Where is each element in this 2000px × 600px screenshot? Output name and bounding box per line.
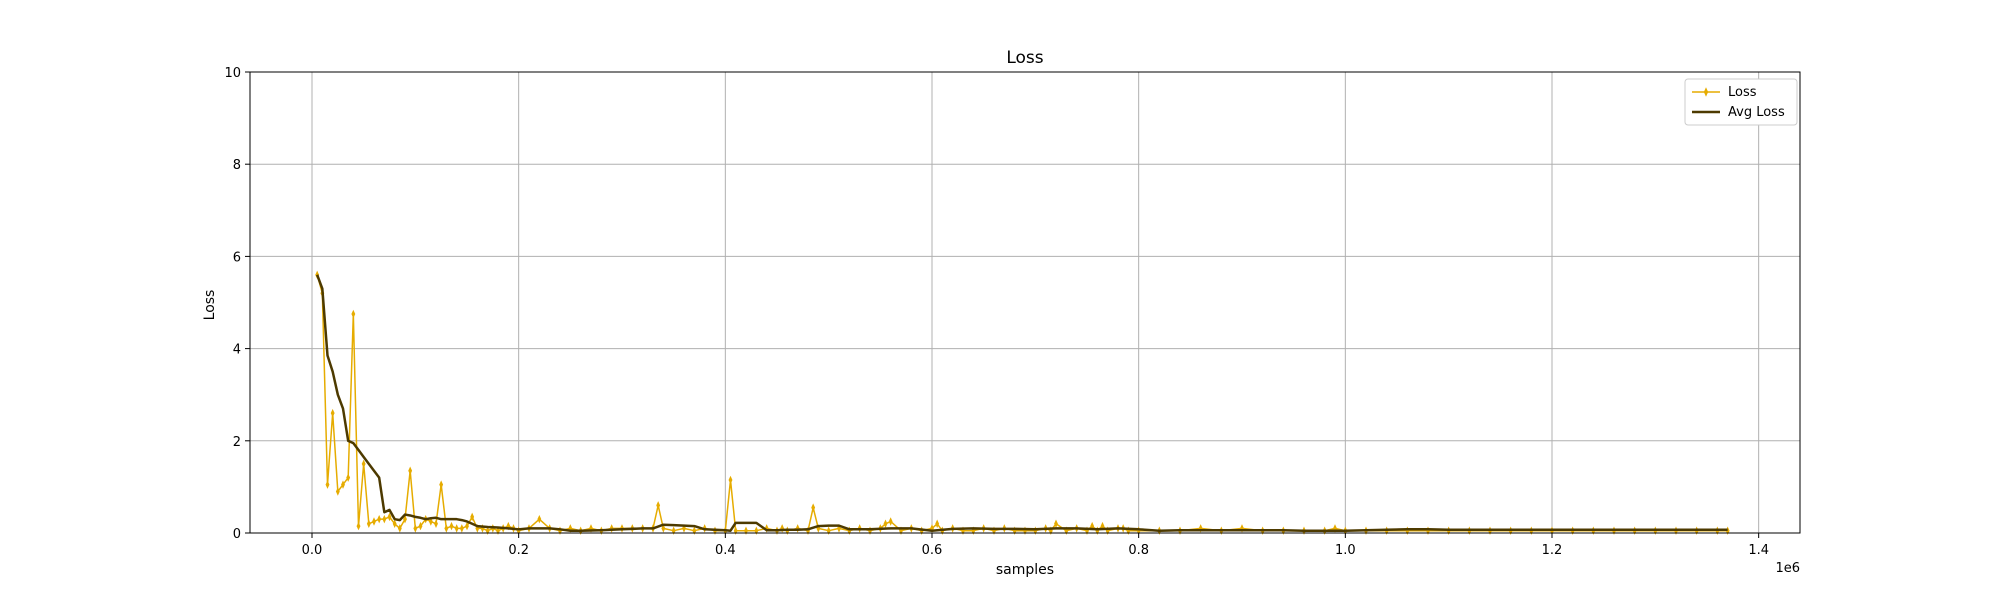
loss-point xyxy=(661,524,666,533)
loss-point xyxy=(671,526,676,535)
loss-point xyxy=(382,514,387,524)
loss-point xyxy=(537,514,542,524)
x-tick-label: 0.4 xyxy=(715,543,736,558)
legend-label-loss: Loss xyxy=(1728,85,1757,100)
loss-point xyxy=(341,480,345,489)
loss-point xyxy=(728,475,733,485)
loss-point xyxy=(656,501,661,510)
loss-point xyxy=(935,519,940,529)
loss-point xyxy=(418,521,423,531)
legend-box xyxy=(1684,78,1798,126)
loss-point xyxy=(413,524,418,533)
loss-point xyxy=(325,480,330,489)
loss-point xyxy=(372,517,376,526)
loss-point xyxy=(465,521,469,531)
x-axis-offset-label: 1e6 xyxy=(1775,561,1800,576)
y-tick-label: 4 xyxy=(233,343,241,358)
loss-point xyxy=(434,519,438,529)
loss-point xyxy=(366,519,371,529)
x-tick-label: 0.0 xyxy=(302,543,323,558)
loss-point xyxy=(496,526,500,535)
loss-point xyxy=(356,521,361,531)
loss-point xyxy=(1240,524,1244,533)
loss-point xyxy=(826,526,831,535)
loss-point xyxy=(692,526,697,535)
loss-point xyxy=(485,526,490,535)
y-tick-label: 0 xyxy=(233,527,241,542)
y-tick-label: 2 xyxy=(233,435,241,450)
loss-point xyxy=(361,459,366,469)
loss-point xyxy=(387,512,392,522)
y-axis-label: Loss xyxy=(202,290,218,321)
loss-point xyxy=(459,524,464,533)
y-tick-label: 8 xyxy=(233,158,241,173)
axes-frame xyxy=(249,71,1801,534)
x-tick-label: 0.2 xyxy=(508,543,529,558)
loss-point xyxy=(428,517,433,526)
y-tick-label: 10 xyxy=(224,66,241,81)
loss-point xyxy=(439,480,444,489)
loss-point xyxy=(408,466,413,475)
loss-point xyxy=(733,526,738,535)
loss-point xyxy=(883,519,888,529)
loss-point xyxy=(444,524,449,533)
loss-point xyxy=(888,517,893,526)
legend-label-avg-loss: Avg Loss xyxy=(1728,105,1785,120)
x-tick-label: 0.6 xyxy=(922,543,943,558)
loss-point xyxy=(377,514,382,524)
x-tick-label: 1.0 xyxy=(1335,543,1356,558)
plot-area xyxy=(315,270,1730,535)
x-tick-label: 1.2 xyxy=(1542,543,1563,558)
loss-point xyxy=(392,519,397,529)
loss-point xyxy=(811,503,816,512)
legend: Loss Avg Loss xyxy=(1684,78,1798,126)
x-tick-label: 0.8 xyxy=(1128,543,1149,558)
loss-point xyxy=(454,524,459,533)
avg-loss-series-line xyxy=(315,274,1728,532)
loss-point xyxy=(397,524,402,533)
loss-point xyxy=(449,521,454,531)
loss-point xyxy=(335,487,340,496)
legend-marker-loss xyxy=(1703,87,1709,97)
loss-point xyxy=(346,473,351,482)
ticks: 0.0 0.2 0.4 0.6 0.8 1.0 1.2 1.4 0 2 4 6 8 10 xyxy=(224,66,1769,558)
loss-point xyxy=(330,408,335,418)
loss-point xyxy=(351,309,356,319)
chart-title: Loss xyxy=(1006,48,1043,68)
loss-point xyxy=(470,512,475,522)
loss-point xyxy=(754,526,759,535)
y-tick-label: 6 xyxy=(233,250,241,265)
loss-point xyxy=(403,514,407,524)
x-axis-label: samples xyxy=(996,562,1054,578)
loss-point xyxy=(744,526,748,535)
x-tick-label: 1.4 xyxy=(1748,543,1769,558)
